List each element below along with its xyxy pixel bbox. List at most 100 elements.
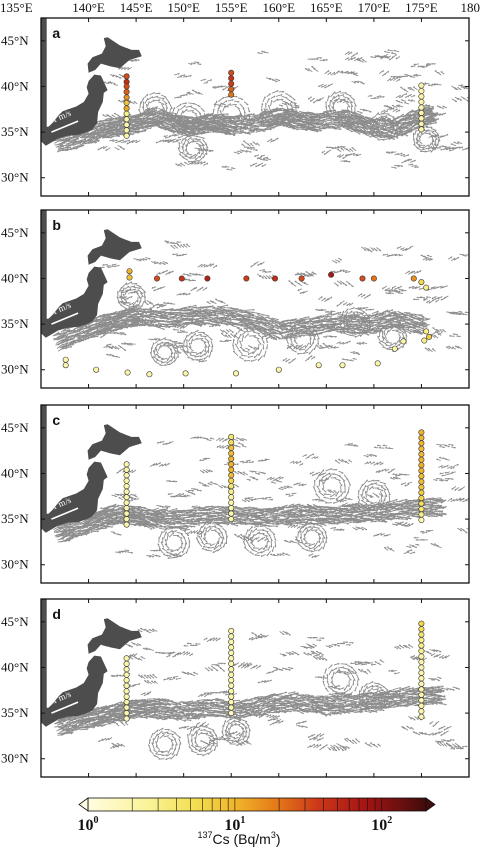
station-marker [228,627,235,634]
station-marker [123,699,130,706]
map-background [41,405,469,583]
station-marker [123,516,130,523]
station-marker [228,699,235,706]
station-marker [418,467,425,474]
station-marker [123,105,130,112]
hokkaido-landmass [87,618,142,654]
current-vectors [53,627,468,761]
station-marker [418,691,425,698]
lon-label: 150°E [167,0,200,15]
station-marker [123,466,130,473]
map-content: 1 m/s [41,599,468,761]
station-marker [123,715,130,722]
station-marker [418,516,425,523]
station-marker [418,500,425,507]
station-marker [154,275,161,282]
station-marker [228,433,235,440]
station-marker [123,110,130,117]
lat-label: 35°N [1,705,29,720]
station-marker [418,462,425,469]
station-marker [123,94,130,101]
station-marker [123,688,130,695]
lon-label: 135°E [0,0,33,15]
station-marker [418,620,425,627]
station-marker [400,338,407,345]
station-marker [418,713,425,720]
station-marker [228,704,235,711]
station-marker [228,494,235,501]
lat-label: 45°N [1,614,29,629]
station-marker [421,337,428,344]
station-marker [123,677,130,684]
station-marker [418,702,425,709]
station-marker [228,510,235,517]
station-marker [418,637,425,644]
station-marker [228,450,235,457]
station-marker [418,109,425,116]
lat-label: 35°N [1,316,29,331]
station-marker [228,91,235,98]
station-marker [123,710,130,717]
colorbar-tick-label: 101 [224,815,245,834]
lon-label: 145°E [120,0,153,15]
panel-letter: c [52,412,60,428]
colorbar-tick-label: 100 [78,815,99,834]
station-marker [123,510,130,517]
station-marker [233,370,240,377]
station-marker [418,484,425,491]
station-marker [418,445,425,452]
station-marker [123,693,130,700]
lat-label: 40°N [1,659,29,674]
station-marker [418,511,425,518]
current-vectors [53,436,469,559]
lat-label: 45°N [1,420,29,435]
asia-coast [41,18,47,134]
colorbar-max-triangle [425,797,436,812]
station-marker [123,121,130,128]
station-marker [228,655,235,662]
station-marker [243,275,250,282]
map-frame [40,598,470,778]
station-marker [228,477,235,484]
station-marker [418,456,425,463]
station-marker [178,275,185,282]
panel-letter: a [52,25,60,41]
map-panel-c: 1 m/s 45°N 40°N 35°N 30°N c [1,404,470,584]
station-marker [418,495,425,502]
station-marker [123,477,130,484]
station-marker [423,284,430,291]
station-marker [123,472,130,479]
station-marker [418,434,425,441]
scale-arrow-icon [51,120,79,133]
station-marker [298,275,305,282]
station-marker [123,671,130,678]
station-marker [228,660,235,667]
station-marker [418,478,425,485]
station-marker [228,461,235,468]
station-marker [418,126,425,133]
station-marker [123,655,130,662]
lat-label: 35°N [1,511,29,526]
lat-label: 40°N [1,465,29,480]
colorbar-title: 137Cs (Bq/m3) [197,830,280,847]
station-marker [228,472,235,479]
station-marker [228,466,235,473]
station-marker [228,86,235,93]
longitude-labels: 135°E 140°E 145°E 150°E 155°E 160°E 165°E 170°E… [0,0,480,15]
station-marker [228,516,235,523]
station-marker [146,371,153,378]
map-panels: 1 m/s45°N40°N35°N30°Na1 m/s45°N40°N35°N3… [1,17,470,778]
scale-arrow-icon [51,507,79,520]
station-marker [423,328,430,335]
asia-coast [41,210,47,326]
station-marker [228,69,235,76]
station-marker [418,653,425,660]
station-marker [228,682,235,689]
station-marker [228,455,235,462]
station-marker [391,345,398,352]
station-marker [228,439,235,446]
station-marker [418,429,425,436]
asia-coast [41,599,47,715]
honshu-landmass [41,74,108,146]
